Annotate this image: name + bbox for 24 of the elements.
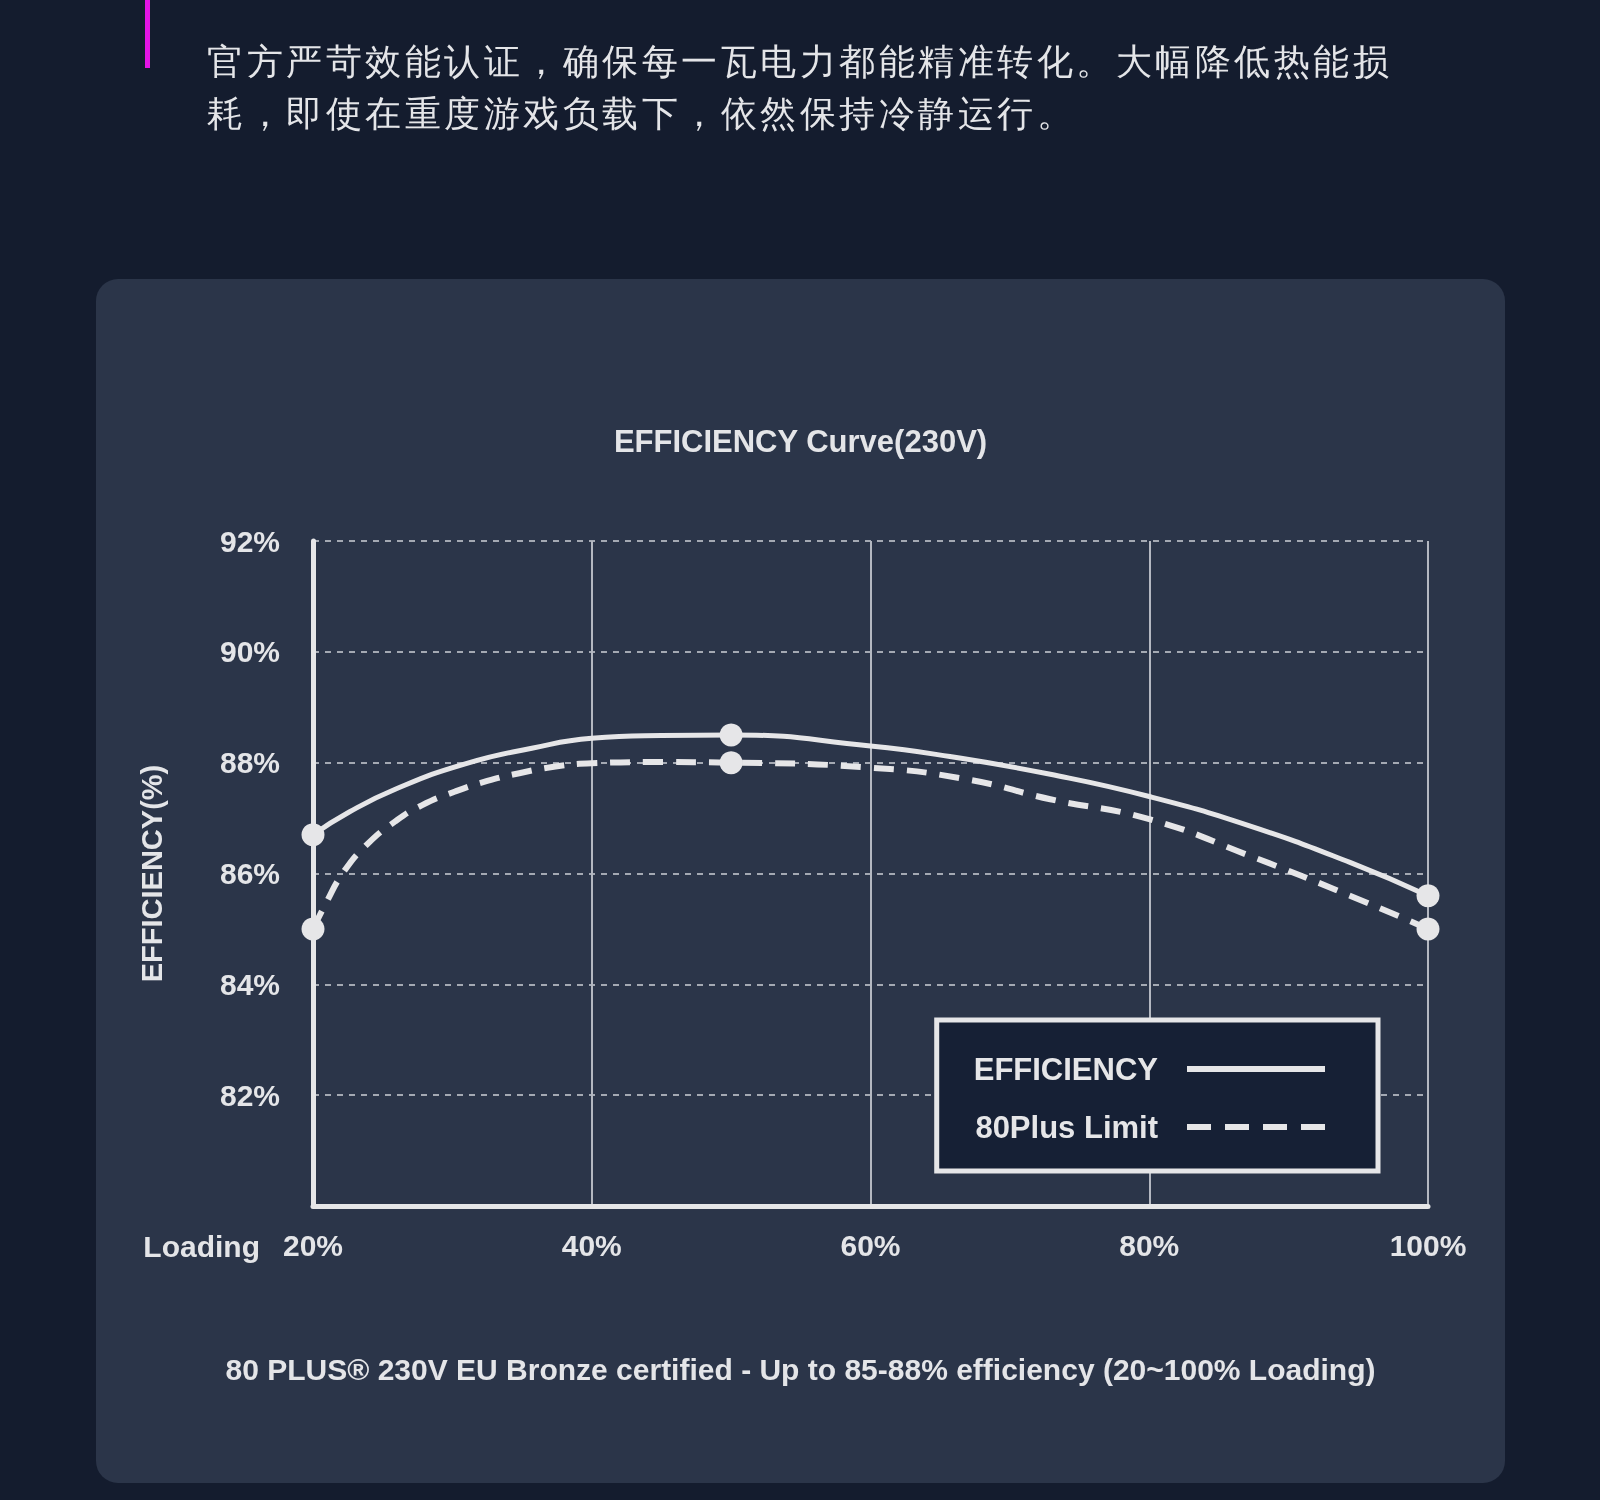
y-tick-label: 84% <box>219 967 280 1001</box>
x-tick-label: 40% <box>561 1228 622 1262</box>
legend-label: 80Plus Limit <box>975 1109 1158 1145</box>
chart-title: EFFICIENCY Curve(230V) <box>613 424 988 459</box>
y-tick-label: 88% <box>219 746 280 780</box>
x-tick-label: 100% <box>1389 1228 1467 1262</box>
x-tick-label: 80% <box>1119 1228 1180 1262</box>
point <box>719 723 743 747</box>
y-tick-label: 82% <box>219 1078 280 1112</box>
y-axis-title: EFFICIENCY(%) <box>135 764 168 983</box>
x-tick-label: 20% <box>282 1228 344 1262</box>
point <box>301 823 325 847</box>
x-tick-label: 60% <box>840 1228 901 1262</box>
text: 官方严苛效能认证，确保每一瓦电力都能精准转化。大幅降低热能损耗，即使在重度游戏负载下，依然保持冷静运行。 <box>207 40 1393 136</box>
point <box>301 917 325 941</box>
y-tick-label: 90% <box>219 635 280 669</box>
x-axis-title: Loading <box>143 1229 260 1263</box>
y-tick-label: 92% <box>219 524 280 558</box>
legend-label: EFFICIENCY <box>973 1051 1159 1087</box>
y-tick-label: 86% <box>219 857 280 890</box>
point <box>1416 917 1440 941</box>
point <box>719 751 743 775</box>
point <box>1416 884 1440 908</box>
text: 80 PLUS® 230V EU Bronze certified - Up to 85-88% efficiency (20~100% Loading) <box>224 1353 1377 1387</box>
